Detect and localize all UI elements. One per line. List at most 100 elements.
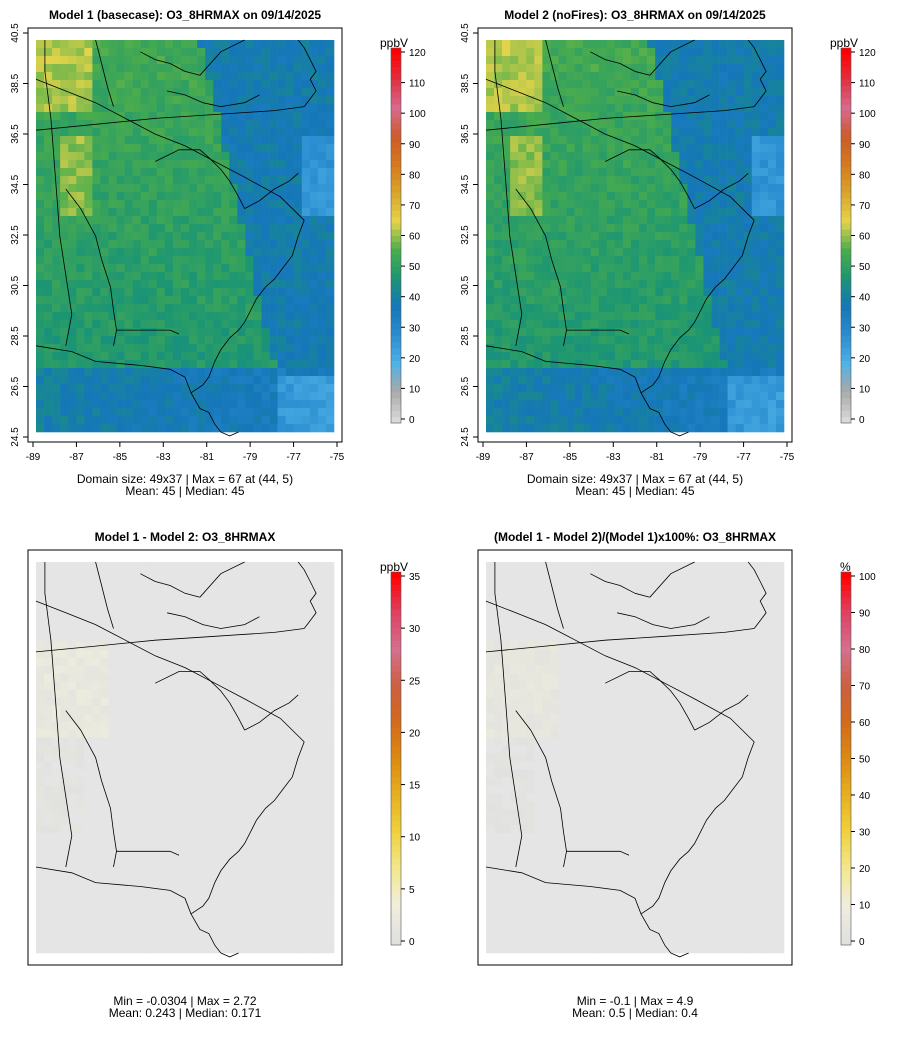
grid-cell: [719, 224, 728, 233]
grid-cell: [68, 88, 77, 97]
grid-cell: [36, 200, 45, 209]
grid-cell: [494, 400, 503, 409]
grid-cell: [52, 577, 61, 587]
grid-cell: [100, 753, 109, 762]
grid-cell: [261, 368, 270, 377]
grid-cell: [245, 633, 254, 643]
grid-cell: [180, 657, 190, 667]
grid-cell: [695, 48, 704, 57]
grid-cell: [261, 777, 270, 786]
colorbar-segment: [391, 160, 401, 168]
grid-cell: [108, 224, 117, 233]
grid-cell: [36, 56, 45, 65]
grid-cell: [116, 88, 125, 97]
grid-cell: [775, 176, 785, 185]
grid-cell: [84, 160, 93, 169]
grid-cell: [630, 152, 640, 161]
grid-cell: [727, 96, 736, 105]
grid-cell: [92, 705, 101, 714]
grid-cell: [574, 128, 583, 137]
grid-cell: [36, 312, 45, 321]
grid-cell: [164, 424, 174, 433]
grid-cell: [148, 288, 158, 297]
grid-cell: [100, 408, 109, 417]
grid-cell: [172, 705, 182, 714]
grid-cell: [253, 392, 262, 401]
grid-cell: [759, 88, 769, 97]
grid-cell: [100, 793, 109, 802]
grid-cell: [671, 400, 680, 409]
grid-cell: [703, 112, 712, 121]
grid-cell: [582, 320, 591, 329]
grid-cell: [221, 641, 230, 651]
grid-cell: [711, 128, 720, 137]
grid-cell: [775, 160, 785, 169]
grid-cell: [639, 136, 648, 145]
grid-cell: [76, 80, 85, 89]
grid-cell: [751, 384, 761, 393]
grid-cell: [156, 657, 166, 667]
grid-cell: [598, 72, 608, 81]
colorbar-segment: [391, 285, 401, 293]
grid-cell: [301, 665, 311, 675]
grid-cell: [76, 168, 85, 177]
grid-cell: [108, 264, 117, 273]
grid-cell: [285, 144, 295, 153]
grid-cell: [197, 192, 206, 201]
grid-cell: [639, 56, 648, 65]
grid-cell: [148, 400, 158, 409]
grid-cell: [44, 128, 53, 137]
grid-cell: [317, 392, 327, 401]
grid-cell: [229, 264, 238, 273]
grid-cell: [237, 665, 246, 675]
grid-cell: [727, 304, 736, 313]
grid-cell: [558, 208, 567, 217]
grid-cell: [727, 72, 736, 81]
grid-cell: [52, 681, 61, 690]
grid-cell: [325, 120, 335, 129]
grid-cell: [60, 240, 69, 249]
grid-cell: [76, 184, 85, 193]
grid-cell: [116, 128, 125, 137]
grid-cell: [180, 128, 190, 137]
grid-cell: [293, 585, 303, 595]
grid-cell: [84, 384, 93, 393]
grid-cell: [60, 384, 69, 393]
grid-cell: [526, 360, 535, 369]
grid-cell: [76, 96, 85, 105]
grid-cell: [76, 208, 85, 217]
grid-cell: [277, 408, 286, 417]
grid-cell: [695, 40, 704, 49]
grid-cell: [502, 320, 511, 329]
grid-cell: [558, 144, 567, 153]
grid-cell: [582, 88, 591, 97]
grid-cell: [277, 208, 286, 217]
grid-cell: [574, 296, 583, 305]
grid-cell: [639, 96, 648, 105]
grid-cell: [719, 400, 728, 409]
grid-cell: [309, 328, 319, 337]
grid-cell: [703, 88, 712, 97]
grid-cell: [140, 769, 150, 778]
grid-cell: [100, 673, 109, 682]
grid-cell: [317, 304, 327, 313]
grid-cell: [124, 777, 133, 786]
grid-cell: [301, 104, 311, 113]
grid-cell: [695, 224, 704, 233]
grid-cell: [205, 344, 214, 353]
grid-cell: [132, 288, 141, 297]
grid-cell: [558, 280, 567, 289]
grid-cell: [614, 280, 624, 289]
grid-cell: [727, 48, 736, 57]
grid-cell: [76, 304, 85, 313]
grid-cell: [261, 248, 270, 257]
grid-cell: [518, 392, 527, 401]
grid-cell: [735, 40, 745, 49]
grid-cell: [542, 184, 551, 193]
grid-cell: [285, 352, 295, 361]
grid-cell: [695, 88, 704, 97]
grid-cell: [293, 641, 303, 651]
grid-cell: [68, 753, 77, 762]
grid-cell: [703, 408, 712, 417]
grid-cell: [156, 769, 166, 778]
